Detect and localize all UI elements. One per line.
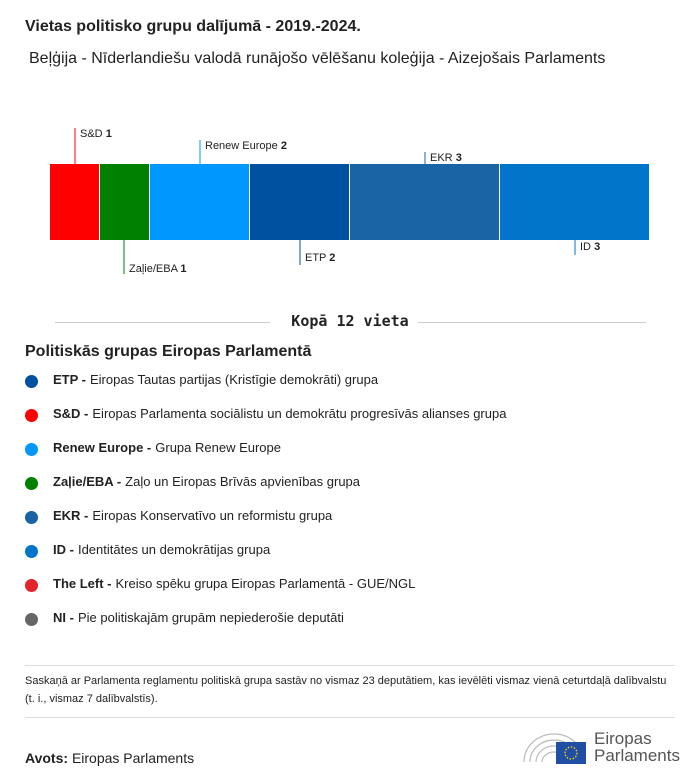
legend-name: Pie politiskajām grupām nepiederošie dep…	[77, 610, 344, 625]
legend-text: NI - Pie politiskajām grupām nepiederošie…	[53, 610, 344, 625]
legend-abbr: NI -	[53, 610, 74, 625]
segment-label: Renew Europe 2	[205, 140, 287, 152]
legend: ETP - Eiropas Tautas partijas (Kristīgie …	[25, 372, 506, 644]
legend-text: ETP - Eiropas Tautas partijas (Kristīgie …	[53, 372, 378, 387]
legend-item: NI - Pie politiskajām grupām nepiederošie…	[25, 610, 506, 644]
legend-dot-icon	[25, 511, 38, 524]
legend-item: The Left - Kreiso spēku grupa Eiropas Par…	[25, 576, 506, 610]
legend-dot-icon	[25, 613, 38, 626]
legend-text: ID - Identitātes un demokrātijas grupa	[53, 542, 270, 557]
source: Avots: Eiropas Parlaments	[25, 750, 194, 766]
segment-label: ETP 2	[305, 252, 335, 264]
divider	[418, 322, 646, 323]
divider	[25, 665, 675, 666]
total-seats: Kopā 12 vieta	[291, 312, 409, 330]
legend-abbr: S&D -	[53, 406, 89, 421]
legend-dot-icon	[25, 375, 38, 388]
segment-label: Zaļie/EBA 1	[129, 263, 186, 275]
legend-dot-icon	[25, 545, 38, 558]
legend-item: Zaļie/EBA - Zaļo un Eiropas Brīvās apvien…	[25, 474, 506, 508]
legend-abbr: ETP -	[53, 372, 86, 387]
seat-bar-chart: S&D 1 Zaļie/EBA 1 Renew Europe 2 ETP 2 EKR 3…	[50, 128, 649, 275]
bar-segment	[50, 164, 99, 240]
chart-title: Vietas politisko grupu dalījumā - 2019.-…	[25, 18, 361, 35]
divider	[55, 322, 270, 323]
ep-logo: Eiropas Parlaments	[520, 728, 680, 766]
chart-subtitle: Beļģija - Nīderlandiešu valodā runājošo …	[29, 50, 606, 67]
footnote: Saskaņā ar Parlamenta reglamentu politis…	[25, 675, 667, 705]
legend-abbr: The Left -	[53, 576, 112, 591]
divider	[25, 717, 675, 718]
legend-dot-icon	[25, 409, 38, 422]
source-label: Avots:	[25, 750, 69, 766]
legend-text: The Left - Kreiso spēku grupa Eiropas Par…	[53, 576, 415, 591]
legend-heading: Politiskās grupas Eiropas Parlamentā	[25, 343, 312, 360]
legend-name: Grupa Renew Europe	[155, 440, 281, 455]
legend-text: EKR - Eiropas Konservatīvo un reformistu …	[53, 508, 332, 523]
legend-abbr: ID -	[53, 542, 74, 557]
segment-label: EKR 3	[430, 152, 462, 164]
legend-dot-icon	[25, 477, 38, 490]
bar-segment	[350, 164, 499, 240]
legend-item: Renew Europe - Grupa Renew Europe	[25, 440, 506, 474]
legend-item: ID - Identitātes un demokrātijas grupa	[25, 542, 506, 576]
legend-name: Eiropas Tautas partijas (Kristīgie demok…	[90, 372, 379, 387]
legend-dot-icon	[25, 443, 38, 456]
logo-line1: Eiropas	[594, 729, 652, 748]
legend-item: EKR - Eiropas Konservatīvo un reformistu …	[25, 508, 506, 542]
segment-label: S&D 1	[80, 128, 112, 140]
legend-name: Eiropas Konservatīvo un reformistu grupa	[92, 508, 333, 523]
legend-dot-icon	[25, 579, 38, 592]
legend-item: S&D - Eiropas Parlamenta sociālistu un de…	[25, 406, 506, 440]
legend-name: Identitātes un demokrātijas grupa	[77, 542, 271, 557]
legend-abbr: Zaļie/EBA -	[53, 474, 122, 489]
legend-abbr: Renew Europe -	[53, 440, 152, 455]
bar-segment	[100, 164, 149, 240]
legend-text: S&D - Eiropas Parlamenta sociālistu un de…	[53, 406, 506, 421]
legend-text: Zaļie/EBA - Zaļo un Eiropas Brīvās apvien…	[53, 474, 360, 489]
legend-item: ETP - Eiropas Tautas partijas (Kristīgie …	[25, 372, 506, 406]
legend-name: Eiropas Parlamenta sociālistu un demokrā…	[92, 406, 507, 421]
segment-label: ID 3	[580, 241, 600, 253]
legend-text: Renew Europe - Grupa Renew Europe	[53, 440, 281, 455]
legend-abbr: EKR -	[53, 508, 89, 523]
bar-segment	[150, 164, 249, 240]
source-value: Eiropas Parlaments	[71, 750, 195, 766]
bar-segment	[500, 164, 649, 240]
logo-line2: Parlaments	[594, 746, 680, 765]
bar-segment	[250, 164, 349, 240]
parliament-hemicycle-icon	[523, 733, 586, 764]
legend-name: Zaļo un Eiropas Brīvās apvienības grupa	[125, 474, 361, 489]
legend-name: Kreiso spēku grupa Eiropas Parlamentā - …	[115, 576, 416, 591]
